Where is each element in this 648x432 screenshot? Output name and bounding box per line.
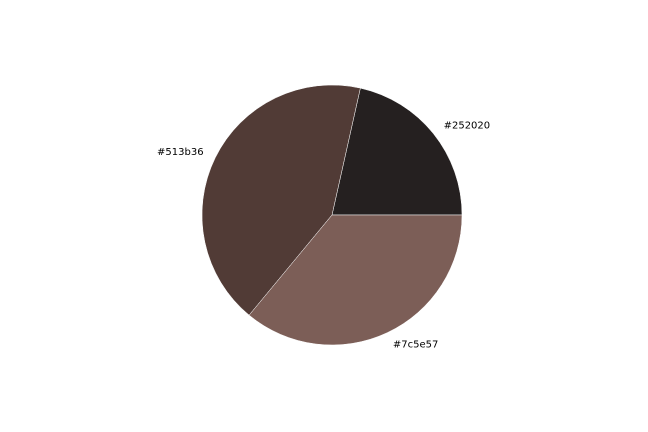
pie-slice-label-1: #513b36 <box>157 147 204 158</box>
pie-slice-label-0: #252020 <box>444 121 491 132</box>
pie-slices <box>201 84 463 346</box>
pie-slice-0 <box>331 87 463 216</box>
pie-slice-2 <box>248 214 463 346</box>
pie-labels: #252020 #513b36 #7c5e57 <box>157 121 490 351</box>
pie-slice-1 <box>201 84 361 316</box>
pie-slice-label-2: #7c5e57 <box>393 339 438 350</box>
